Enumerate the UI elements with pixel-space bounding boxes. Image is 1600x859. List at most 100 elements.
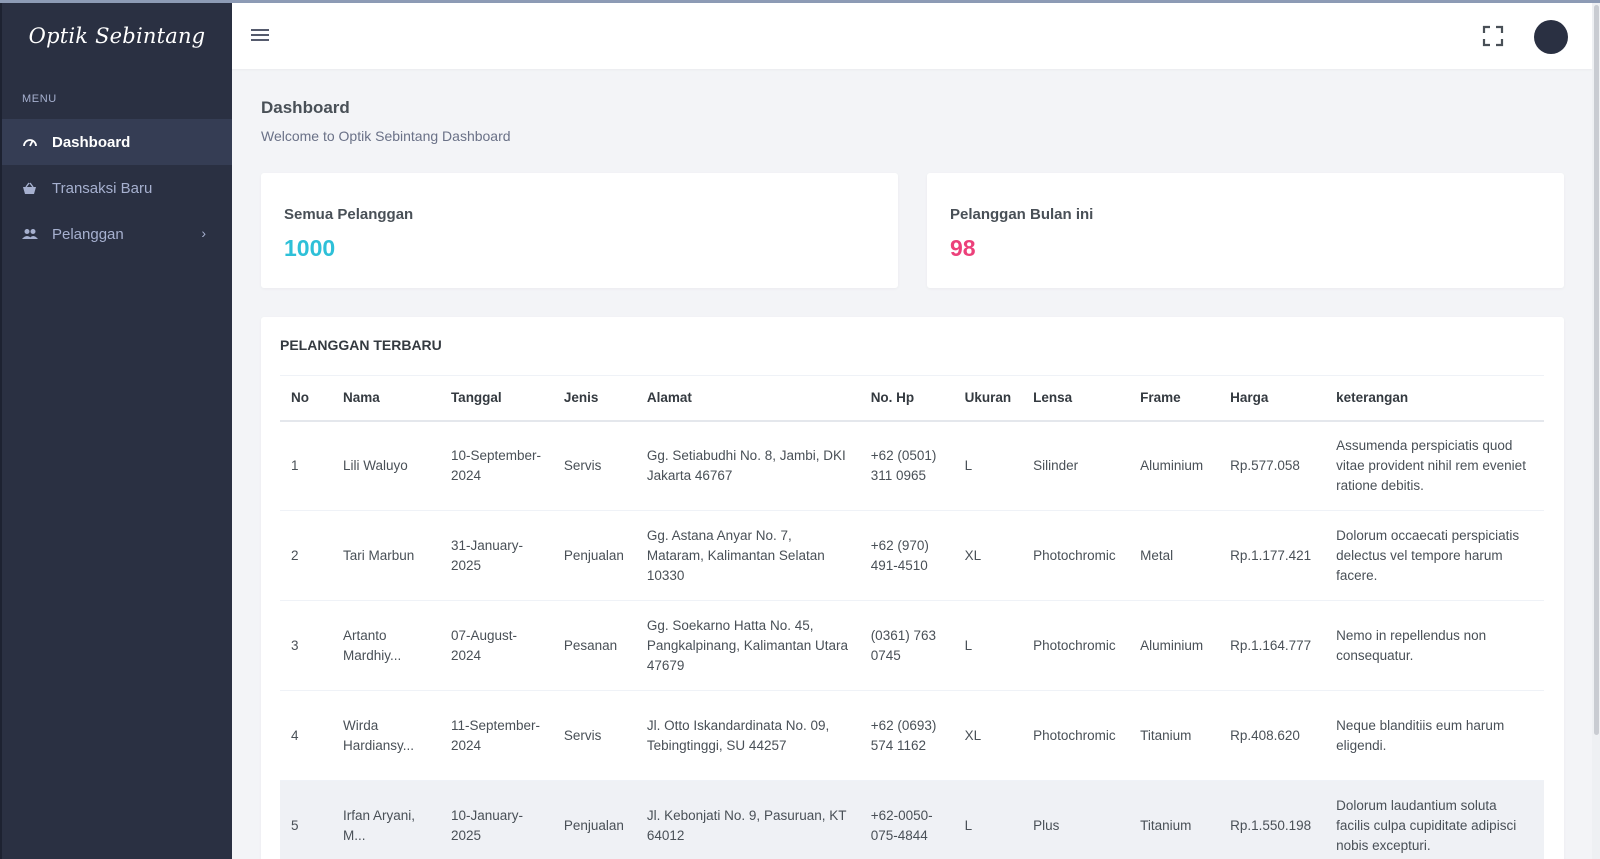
cell-jenis: Servis bbox=[552, 420, 636, 511]
cell-alamat: Gg. Astana Anyar No. 7, Mataram, Kaliman… bbox=[635, 510, 860, 601]
cell-lensa: Photochromic bbox=[1022, 600, 1130, 691]
cell-alamat: Jl. Kebonjati No. 9, Pasuruan, KT 64012 bbox=[635, 780, 860, 859]
table-row[interactable]: 4 Wirda Hardiansy... 11-September-2024 S… bbox=[280, 690, 1544, 781]
cell-frame: Titanium bbox=[1129, 690, 1220, 781]
stat-label: Semua Pelanggan bbox=[284, 206, 414, 223]
cell-nama: Artanto Mardhiy... bbox=[331, 600, 440, 691]
basket-icon bbox=[22, 182, 52, 195]
stat-card-semua-pelanggan: Semua Pelanggan 1000 bbox=[261, 173, 898, 288]
table-row[interactable]: 1 Lili Waluyo 10-September-2024 Servis G… bbox=[280, 420, 1544, 511]
cell-keterangan: Neque blanditiis eum harum eligendi. bbox=[1325, 690, 1544, 781]
cell-alamat: Jl. Otto Iskandardinata No. 09, Tebingti… bbox=[635, 690, 860, 781]
cell-no: 3 bbox=[280, 600, 332, 691]
stat-value: 98 bbox=[950, 235, 976, 261]
column-header-frame[interactable]: Frame bbox=[1129, 375, 1220, 422]
cell-tanggal: 11-September-2024 bbox=[439, 690, 553, 781]
sidebar-item-pelanggan[interactable]: Pelanggan › bbox=[2, 211, 232, 257]
cell-tanggal: 10-January-2025 bbox=[439, 780, 553, 859]
sidebar-item-label: Dashboard bbox=[52, 133, 131, 151]
table-header-row: No Nama Tanggal Jenis Alamat No. Hp Ukur… bbox=[280, 375, 1544, 422]
table-row[interactable]: 5 Irfan Aryani, M... 10-January-2025 Pen… bbox=[280, 780, 1544, 859]
user-avatar[interactable] bbox=[1534, 20, 1568, 54]
cell-lensa: Photochromic bbox=[1022, 690, 1130, 781]
stat-label: Pelanggan Bulan ini bbox=[950, 206, 1094, 223]
cell-frame: Metal bbox=[1129, 510, 1220, 601]
cell-no-hp: +62 (970) 491-4510 bbox=[859, 510, 954, 601]
cell-frame: Aluminium bbox=[1129, 420, 1220, 511]
brand-logo[interactable]: Optik Sebintang bbox=[28, 24, 206, 48]
cell-lensa: Photochromic bbox=[1022, 510, 1130, 601]
cell-jenis: Penjualan bbox=[552, 780, 636, 859]
cell-frame: Titanium bbox=[1129, 780, 1220, 859]
stat-value: 1000 bbox=[284, 235, 336, 261]
cell-ukuran: L bbox=[953, 600, 1023, 691]
cell-ukuran: L bbox=[953, 420, 1023, 511]
cell-keterangan: Assumenda perspiciatis quod vitae provid… bbox=[1325, 420, 1544, 511]
cell-nama: Irfan Aryani, M... bbox=[331, 780, 440, 859]
sidebar-item-dashboard[interactable]: Dashboard bbox=[2, 119, 232, 165]
users-icon bbox=[22, 228, 52, 240]
column-header-harga[interactable]: Harga bbox=[1219, 375, 1326, 422]
cell-tanggal: 31-January-2025 bbox=[439, 510, 553, 601]
column-header-no-hp[interactable]: No. Hp bbox=[859, 375, 954, 422]
cell-lensa: Plus bbox=[1022, 780, 1130, 859]
speedometer-icon bbox=[22, 135, 52, 149]
stat-card-pelanggan-bulan-ini: Pelanggan Bulan ini 98 bbox=[927, 173, 1564, 288]
cell-alamat: Gg. Setiabudhi No. 8, Jambi, DKI Jakarta… bbox=[635, 420, 860, 511]
cell-no-hp: (0361) 763 0745 bbox=[859, 600, 954, 691]
menu-title: MENU bbox=[22, 93, 57, 105]
cell-harga: Rp.1.177.421 bbox=[1219, 510, 1326, 601]
cell-no: 5 bbox=[280, 780, 332, 859]
column-header-ukuran[interactable]: Ukuran bbox=[953, 375, 1023, 422]
cell-nama: Wirda Hardiansy... bbox=[331, 690, 440, 781]
cell-nama: Tari Marbun bbox=[331, 510, 440, 601]
cell-no-hp: +62 (0501) 311 0965 bbox=[859, 420, 954, 511]
cell-ukuran: XL bbox=[953, 690, 1023, 781]
cell-keterangan: Dolorum laudantium soluta facilis culpa … bbox=[1325, 780, 1544, 859]
cell-keterangan: Nemo in repellendus non consequatur. bbox=[1325, 600, 1544, 691]
fullscreen-icon[interactable] bbox=[1482, 25, 1504, 47]
table-row[interactable]: 3 Artanto Mardhiy... 07-August-2024 Pesa… bbox=[280, 600, 1544, 691]
scrollbar-thumb[interactable] bbox=[1594, 5, 1599, 735]
cell-alamat: Gg. Soekarno Hatta No. 45, Pangkalpinang… bbox=[635, 600, 860, 691]
column-header-keterangan[interactable]: keterangan bbox=[1325, 375, 1544, 422]
cell-no-hp: +62 (0693) 574 1162 bbox=[859, 690, 954, 781]
cell-jenis: Penjualan bbox=[552, 510, 636, 601]
window-top-border bbox=[0, 0, 1600, 3]
latest-customers-card: PELANGGAN TERBARU No Nama Tanggal Jenis … bbox=[261, 317, 1564, 859]
cell-tanggal: 10-September-2024 bbox=[439, 420, 553, 511]
column-header-nama[interactable]: Nama bbox=[331, 375, 440, 422]
column-header-tanggal[interactable]: Tanggal bbox=[439, 375, 553, 422]
sidebar-item-label: Pelanggan bbox=[52, 225, 124, 243]
column-header-lensa[interactable]: Lensa bbox=[1022, 375, 1130, 422]
hamburger-menu-icon[interactable] bbox=[250, 25, 270, 45]
cell-ukuran: L bbox=[953, 780, 1023, 859]
column-header-jenis[interactable]: Jenis bbox=[552, 375, 636, 422]
chevron-right-icon: › bbox=[201, 225, 206, 241]
cell-harga: Rp.577.058 bbox=[1219, 420, 1326, 511]
cell-harga: Rp.1.164.777 bbox=[1219, 600, 1326, 691]
cell-no: 4 bbox=[280, 690, 332, 781]
top-header bbox=[232, 3, 1592, 69]
column-header-no[interactable]: No bbox=[280, 375, 332, 422]
cell-harga: Rp.408.620 bbox=[1219, 690, 1326, 781]
cell-frame: Aluminium bbox=[1129, 600, 1220, 691]
table-row[interactable]: 2 Tari Marbun 31-January-2025 Penjualan … bbox=[280, 510, 1544, 601]
page-title: Dashboard bbox=[261, 98, 350, 117]
customers-table: No Nama Tanggal Jenis Alamat No. Hp Ukur… bbox=[280, 375, 1544, 859]
sidebar: Optik Sebintang MENU Dashboard Transaksi… bbox=[0, 3, 232, 859]
cell-lensa: Silinder bbox=[1022, 420, 1130, 511]
page-subtitle: Welcome to Optik Sebintang Dashboard bbox=[261, 128, 511, 144]
cell-keterangan: Dolorum occaecati perspiciatis delectus … bbox=[1325, 510, 1544, 601]
cell-harga: Rp.1.550.198 bbox=[1219, 780, 1326, 859]
sidebar-item-transaksi-baru[interactable]: Transaksi Baru bbox=[2, 165, 232, 211]
cell-jenis: Servis bbox=[552, 690, 636, 781]
cell-no: 1 bbox=[280, 420, 332, 511]
table-title: PELANGGAN TERBARU bbox=[280, 337, 442, 353]
sidebar-item-label: Transaksi Baru bbox=[52, 179, 153, 197]
column-header-alamat[interactable]: Alamat bbox=[635, 375, 860, 422]
cell-jenis: Pesanan bbox=[552, 600, 636, 691]
cell-ukuran: XL bbox=[953, 510, 1023, 601]
cell-no: 2 bbox=[280, 510, 332, 601]
cell-nama: Lili Waluyo bbox=[331, 420, 440, 511]
